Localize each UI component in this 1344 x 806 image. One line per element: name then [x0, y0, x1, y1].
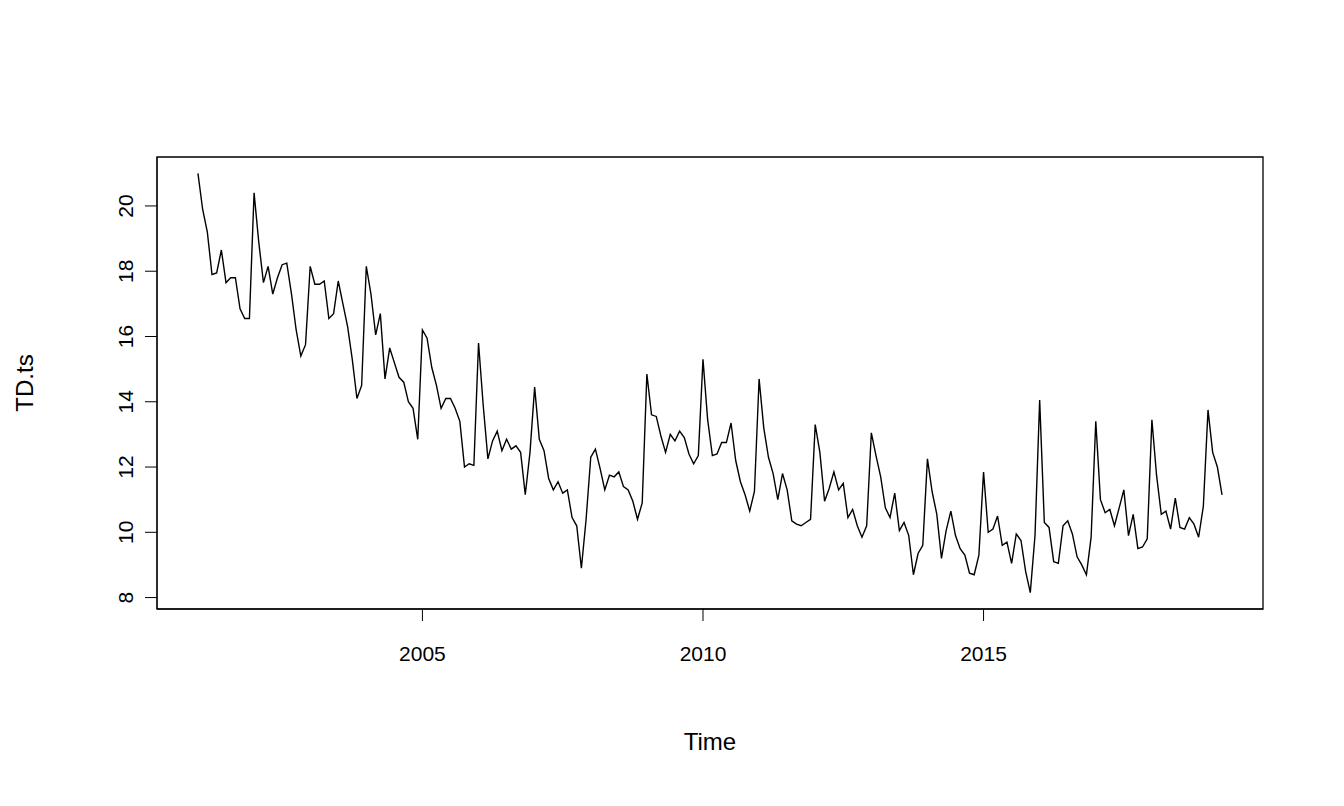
svg-text:2005: 2005	[399, 642, 446, 665]
html-text:Time: Time	[683, 728, 737, 755]
svg-text:12: 12	[114, 455, 137, 478]
svg-text:14: 14	[114, 390, 137, 414]
svg-text:16: 16	[114, 325, 137, 348]
html-text:TD.ts: TD.ts	[11, 354, 38, 412]
svg-text:18: 18	[114, 260, 137, 283]
svg-text:2010: 2010	[680, 642, 727, 665]
svg-text:8: 8	[114, 592, 137, 604]
svg-text:2015: 2015	[960, 642, 1007, 665]
svg-text:10: 10	[114, 521, 137, 544]
svg-text:20: 20	[114, 194, 137, 217]
